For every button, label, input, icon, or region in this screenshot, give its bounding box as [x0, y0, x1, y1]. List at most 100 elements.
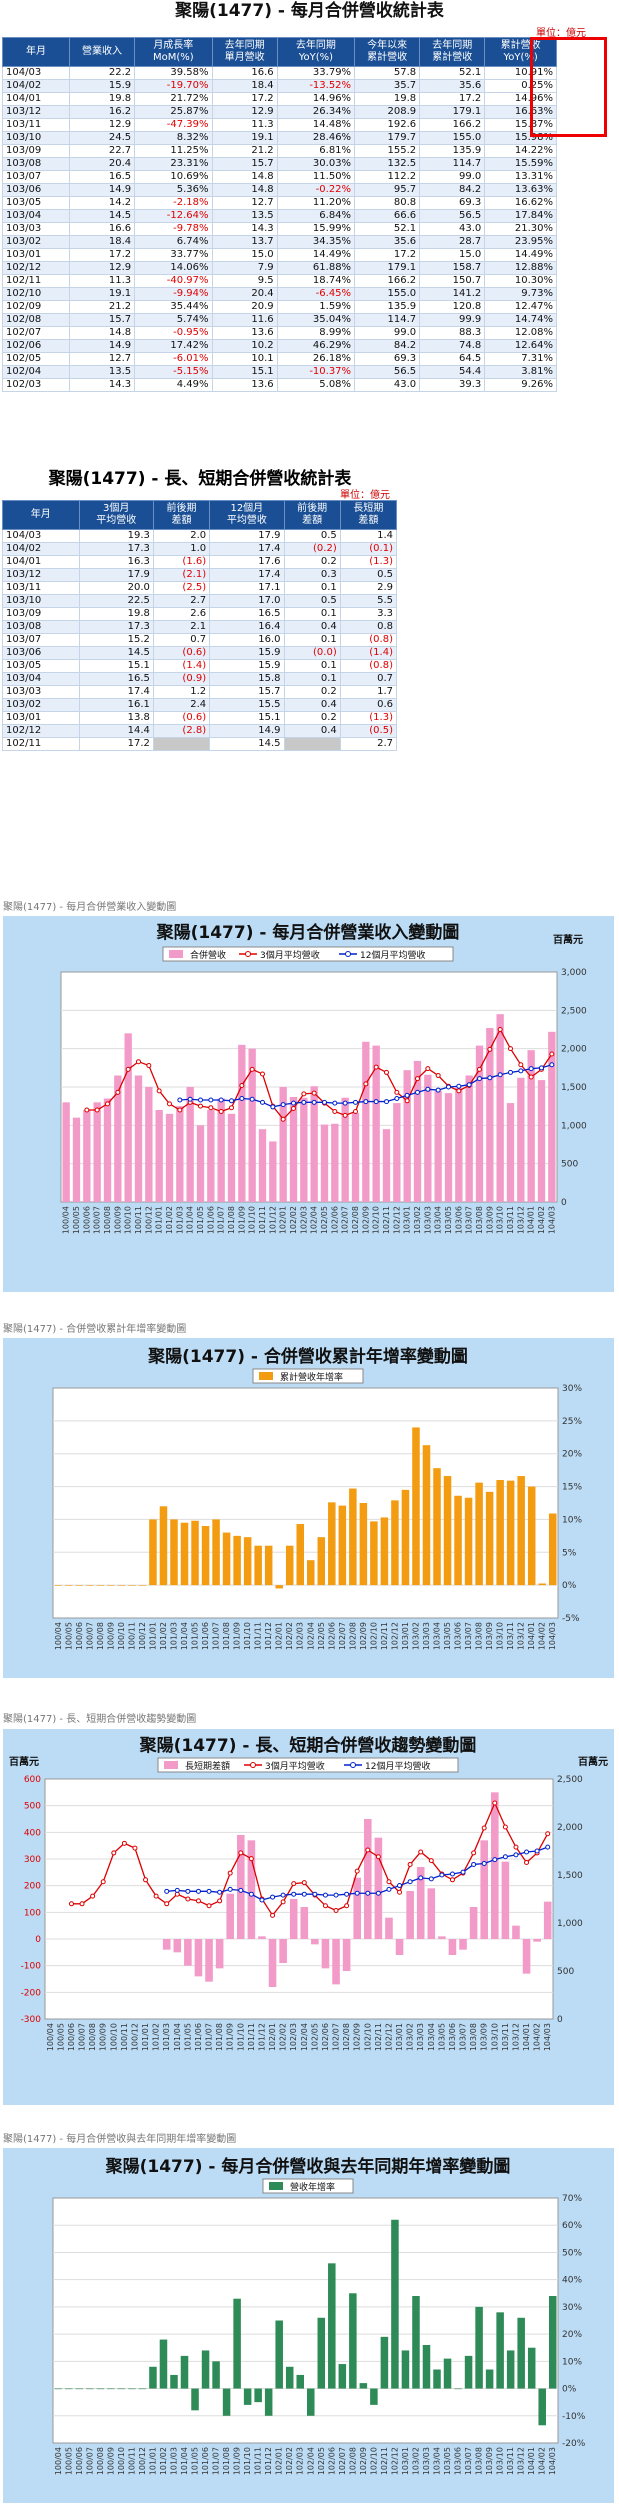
avg3-point	[502, 1824, 508, 1830]
x-tick-label: 100/06	[82, 1206, 91, 1234]
table-cell: 3.3	[339, 607, 398, 621]
x-tick-label: 103/05	[443, 2447, 452, 2475]
monthly-yoy-bar	[475, 2306, 483, 2389]
x-tick-label: 100/08	[88, 2023, 97, 2051]
yoy-bar	[75, 1585, 84, 1586]
table-cell: 0.4	[283, 620, 341, 634]
monthly-yoy-bar	[527, 2347, 536, 2389]
avg3-point	[492, 1800, 498, 1806]
monthly-yoy-bar	[285, 2366, 294, 2389]
row-month: 103/08	[2, 620, 80, 634]
x-tick-label: 101/05	[191, 2447, 200, 2475]
legend-marker	[250, 1762, 256, 1768]
x-tick-label: 103/12	[516, 1206, 525, 1234]
table-cell: (0.0)	[283, 646, 341, 660]
table-cell: 179.1	[354, 261, 421, 275]
x-tick-label: 103/03	[422, 2447, 431, 2475]
avg12-point	[363, 1099, 369, 1105]
x-tick-label: 102/08	[348, 1622, 357, 1650]
table-cell: 1.4	[339, 529, 398, 543]
table-row: 104/01 16.3 (1.6) 17.6 0.2 (1.3)	[2, 555, 398, 569]
avg3-point	[518, 1062, 524, 1068]
revenue-bar	[83, 1110, 91, 1202]
y-tick-label: 30%	[562, 2303, 582, 2313]
y-tick-label: 0	[561, 1198, 567, 1208]
table-cell: 64.5	[419, 352, 486, 366]
monthly-yoy-bar	[264, 2388, 273, 2416]
avg12-point	[446, 1084, 451, 1090]
table-row: 102/12 12.9 14.06% 7.9 61.88% 179.1 158.7 12.88…	[2, 261, 557, 275]
table-cell: 2.7	[339, 737, 398, 751]
table-row: 103/02 16.1 2.4 15.5 0.4 0.6	[2, 698, 398, 712]
table-cell: 2.7	[152, 594, 211, 608]
monthly-yoy-bar	[359, 2383, 368, 2389]
revenue-bar	[186, 1087, 194, 1202]
y-tick-label: -20%	[562, 2439, 586, 2449]
x-tick-label: 101/11	[247, 2023, 256, 2051]
x-tick-label: 104/01	[527, 2447, 536, 2475]
revenue-bar	[393, 1103, 401, 1202]
chart-title: 聚陽(1477) - 每月合併營業收入變動圖	[156, 922, 460, 943]
monthly-yoy-bar	[454, 2388, 462, 2390]
x-tick-label: 103/09	[485, 2447, 494, 2475]
avg12-point	[332, 1100, 338, 1106]
avg3-point	[291, 1105, 296, 1111]
avg3-point	[415, 1076, 420, 1082]
table-cell: 14.48%	[276, 118, 356, 132]
y-tick-label: 70%	[562, 2194, 582, 2204]
yoy-bar	[222, 1532, 231, 1586]
y-tick-label: 0%	[562, 1581, 577, 1591]
avg3-point	[435, 1073, 441, 1078]
avg3-point	[218, 1109, 224, 1115]
y-tick-label: 60%	[562, 2221, 582, 2231]
avg3-line	[71, 1801, 549, 1917]
x-tick-label: 103/09	[485, 1206, 494, 1234]
table-cell: 69.3	[354, 352, 421, 366]
x-tick-label: 100/09	[99, 2023, 108, 2051]
yoy-bar	[443, 1476, 452, 1586]
legend-label: 3個月平均營收	[260, 949, 320, 961]
table-cell: 99.0	[354, 326, 421, 340]
x-tick-label: 101/02	[152, 2023, 161, 2051]
row-month: 102/04	[2, 365, 70, 379]
monthly-yoy-bar	[338, 2364, 347, 2389]
avg12-point	[333, 1892, 339, 1898]
avg12-point	[477, 1076, 482, 1082]
x-tick-label: 102/04	[310, 1206, 319, 1234]
y-tick-label: -100	[21, 1962, 42, 1972]
x-tick-label: 100/08	[96, 1622, 105, 1650]
revenue-bar	[413, 1060, 422, 1202]
y-tick-label: 0	[35, 1935, 41, 1945]
x-tick-label: 103/03	[422, 1622, 431, 1650]
table-row: 103/03 17.4 1.2 15.7 0.2 1.7	[2, 685, 398, 699]
x-tick-label: 101/12	[264, 1622, 273, 1650]
yoy-bar	[548, 1513, 557, 1586]
yoy-bar	[359, 1503, 368, 1586]
table-cell: 179.7	[354, 131, 421, 145]
table-cell: 21.72%	[134, 92, 213, 106]
revenue-bar	[496, 1014, 504, 1202]
caption-chart3: 聚陽(1477) - 長、短期合併營收趨勢變動圖	[3, 1714, 197, 1725]
avg3-point	[508, 1046, 513, 1052]
revenue-bar	[155, 1110, 163, 1202]
yoy-bar	[180, 1522, 189, 1586]
table-row: 102/08 15.7 5.74% 11.6 35.04% 114.7 99.9 14.74%	[2, 313, 557, 327]
yoy-bar	[338, 1505, 347, 1586]
revenue-bar	[279, 1087, 287, 1202]
avg12-point	[164, 1888, 170, 1894]
x-tick-label: 103/04	[427, 2023, 436, 2051]
y-tick-label: 2,500	[557, 1775, 583, 1785]
table1-header-0: 年月	[2, 37, 70, 67]
table-cell: 17.3	[78, 542, 154, 556]
x-tick-label: 103/11	[506, 1206, 515, 1234]
table-cell: 15.1	[209, 711, 285, 725]
table-row: 103/04 16.5 (0.9) 15.8 0.1 0.7	[2, 672, 398, 686]
diff-bar	[533, 1939, 541, 1942]
avg3-point	[270, 1912, 276, 1918]
monthly-yoy-bar	[485, 2369, 494, 2389]
table-cell: 11.50%	[276, 170, 356, 184]
yoy-bar	[128, 1585, 136, 1586]
table-cell: 20.4	[68, 157, 136, 171]
x-tick-label: 101/07	[205, 2023, 214, 2051]
table-cell: (0.9)	[152, 672, 211, 686]
